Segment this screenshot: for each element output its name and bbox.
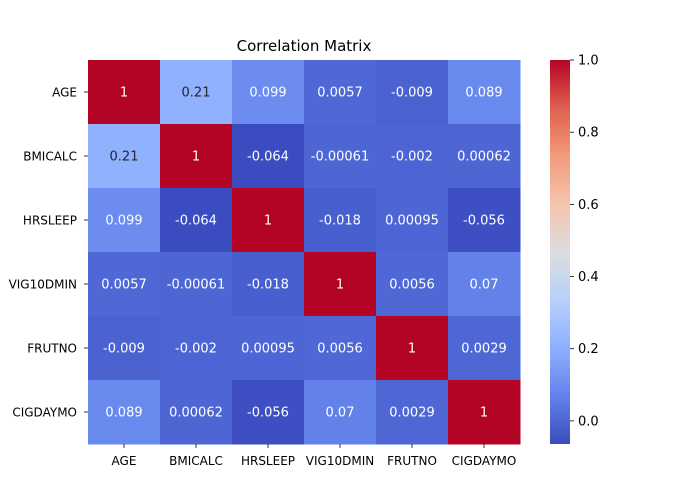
heatmap-cell-vig10dmin-hrsleep [232,252,305,317]
cell-value-label: -0.009 [391,86,433,101]
cell-value-label: -0.018 [319,214,361,229]
heatmap-cell-bmicalc-frutno [376,124,449,189]
cell-value-label: -0.00061 [311,150,369,165]
y-tick-label-bmicalc: BMICALC [23,150,77,164]
cell-value-label: -0.002 [175,342,217,357]
x-tick-label-hrsleep: HRSLEEP [241,454,295,468]
cell-value-label: 0.0029 [389,406,435,421]
x-tick-label-bmicalc: BMICALC [169,454,223,468]
cell-value-label: -0.064 [175,214,217,229]
colorbar-tick-label: 0.0 [578,414,599,429]
cell-value-label: 0.00062 [169,406,223,421]
colorbar-tick-label: 0.8 [578,126,599,141]
y-tick-label-cigdaymo: CIGDAYMO [12,406,77,420]
heatmap-cell-bmicalc-cigdaymo [448,124,521,189]
cell-value-label: 0.07 [470,278,499,293]
colorbar-bar [550,60,570,444]
heatmap-cell-hrsleep-hrsleep [232,188,305,253]
heatmap-cell-age-vig10dmin [304,60,377,125]
heatmap-cell-labels: 1 0.21 0.099 0.0057 -0.009 0.089 0.21 1 -0.064 -0… [101,86,511,421]
heatmap-cell-hrsleep-cigdaymo [448,188,521,253]
heatmap-cell-cigdaymo-frutno [376,380,449,445]
heatmap-cell-vig10dmin-age [88,252,161,317]
x-tick-label-age: AGE [112,454,137,468]
heatmap-cell-hrsleep-frutno [376,188,449,253]
colorbar-tick-label: 0.6 [578,198,599,213]
x-tick-label-frutno: FRUTNO [387,454,437,468]
cell-value-label: 1 [336,278,344,293]
cell-value-label: -0.00061 [167,278,225,293]
cell-value-label: 1 [120,86,128,101]
cell-value-label: 0.089 [105,406,142,421]
heatmap-cell-hrsleep-bmicalc [160,188,233,253]
cell-value-label: 1 [408,342,416,357]
cell-value-label: -0.064 [247,150,289,165]
heatmap-cell-vig10dmin-vig10dmin [304,252,377,317]
heatmap-cell-frutno-hrsleep [232,316,305,381]
y-tick-label-frutno: FRUTNO [27,342,77,356]
chart-title: Correlation Matrix [237,37,372,55]
cell-value-label: -0.018 [247,278,289,293]
heatmap-cell-bmicalc-bmicalc [160,124,233,189]
heatmap-cell-age-bmicalc [160,60,233,125]
cell-value-label: -0.056 [463,214,505,229]
y-tick-label-hrsleep: HRSLEEP [23,214,77,228]
heatmap-cell-vig10dmin-bmicalc [160,252,233,317]
heatmap-cell-frutno-bmicalc [160,316,233,381]
cell-value-label: 1 [192,150,200,165]
y-tick-label-vig10dmin: VIG10DMIN [9,278,77,292]
x-axis: AGE BMICALC HRSLEEP VIG10DMIN FRUTNO CIGDAYMO [112,444,517,468]
heatmap-cell-frutno-cigdaymo [448,316,521,381]
heatmap-cell-cigdaymo-bmicalc [160,380,233,445]
cell-value-label: 0.099 [249,86,286,101]
colorbar-tick-label: 0.2 [578,342,599,357]
colorbar: 0.0 0.2 0.4 0.6 0.8 1.0 [550,54,599,444]
cell-value-label: 0.099 [105,214,142,229]
heatmap-cell-age-age [88,60,161,125]
cell-value-label: 1 [480,406,488,421]
cell-value-label: 0.0057 [101,278,147,293]
heatmap-cell-bmicalc-age [88,124,161,189]
heatmap-cell-age-hrsleep [232,60,305,125]
heatmap-cell-frutno-frutno [376,316,449,381]
heatmap-cell-cigdaymo-cigdaymo [448,380,521,445]
cell-value-label: -0.009 [103,342,145,357]
heatmap-cell-bmicalc-vig10dmin [304,124,377,189]
colorbar-tick-label: 1.0 [578,54,599,69]
heatmap-cell-age-cigdaymo [448,60,521,125]
heatmap-cell-hrsleep-age [88,188,161,253]
heatmap-cells [88,60,521,445]
x-tick-label-vig10dmin: VIG10DMIN [306,454,374,468]
heatmap-cell-frutno-vig10dmin [304,316,377,381]
heatmap-cell-frutno-age [88,316,161,381]
cell-value-label: -0.056 [247,406,289,421]
cell-value-label: 0.21 [110,150,139,165]
cell-value-label: 0.089 [465,86,502,101]
cell-value-label: 0.0029 [461,342,507,357]
cell-value-label: 0.00095 [241,342,295,357]
heatmap-cell-cigdaymo-hrsleep [232,380,305,445]
cell-value-label: 0.0056 [389,278,435,293]
cell-value-label: 1 [264,214,272,229]
heatmap-cell-vig10dmin-frutno [376,252,449,317]
cell-value-label: 0.0056 [317,342,363,357]
y-tick-label-age: AGE [52,86,77,100]
cell-value-label: 0.00062 [457,150,511,165]
heatmap-cell-hrsleep-vig10dmin [304,188,377,253]
cell-value-label: 0.00095 [385,214,439,229]
x-tick-label-cigdaymo: CIGDAYMO [452,454,517,468]
heatmap-cell-cigdaymo-vig10dmin [304,380,377,445]
heatmap-cell-vig10dmin-cigdaymo [448,252,521,317]
heatmap-cell-bmicalc-hrsleep [232,124,305,189]
colorbar-tick-label: 0.4 [578,270,599,285]
cell-value-label: 0.21 [182,86,211,101]
heatmap-cell-age-frutno [376,60,449,125]
cell-value-label: -0.002 [391,150,433,165]
y-axis: AGE BMICALC HRSLEEP VIG10DMIN FRUTNO CIGDAYMO [9,86,88,420]
cell-value-label: 0.0057 [317,86,363,101]
heatmap-cell-cigdaymo-age [88,380,161,445]
cell-value-label: 0.07 [326,406,355,421]
